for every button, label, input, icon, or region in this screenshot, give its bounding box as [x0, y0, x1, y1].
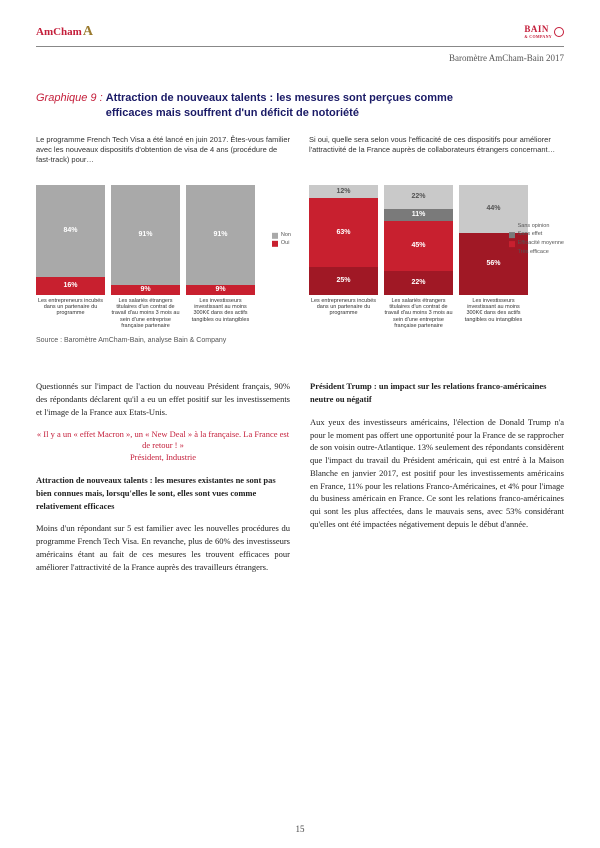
bar: 22%45%11%22% — [384, 185, 453, 295]
chart-left-bars: 16%84%9%91%9%91%NonOui — [36, 185, 291, 295]
bar-segment: 63% — [309, 198, 378, 267]
chart-number: Graphique 9 : — [36, 92, 106, 104]
bar-segment: 9% — [186, 285, 255, 295]
quote-text: « Il y a un « effet Macron », un « New D… — [36, 429, 290, 453]
legend-label: Sans effet — [518, 232, 543, 240]
chart-title: Graphique 9 : Attraction de nouveaux tal… — [36, 91, 564, 121]
legend-item: Oui — [272, 240, 291, 248]
chart-left-question: Le programme French Tech Visa a été lanc… — [36, 135, 291, 175]
page-header: AmChamA BAIN & COMPANY — [36, 24, 564, 44]
amcham-logo: AmChamA — [36, 24, 93, 40]
bar-label: Les salariés étrangers titulaires d'un c… — [111, 298, 180, 330]
legend-swatch — [272, 232, 278, 238]
bar-segment: 25% — [309, 267, 378, 295]
quote-attr: Président, Industrie — [36, 452, 290, 464]
chart-left: Le programme French Tech Visa a été lanc… — [36, 135, 291, 330]
chart-source: Source : Baromètre AmCham-Bain, analyse … — [36, 337, 564, 344]
bar-segment: 11% — [384, 209, 453, 221]
body-left-p2: Moins d'un répondant sur 5 est familier … — [36, 522, 290, 573]
legend-item: Très efficace — [509, 249, 564, 257]
amcham-icon: A — [83, 24, 93, 40]
header-rule — [36, 46, 564, 47]
bar-segment: 84% — [36, 185, 105, 277]
bar-segment: 16% — [36, 277, 105, 295]
legend-swatch — [509, 224, 515, 230]
legend-item: Sans effet — [509, 232, 564, 240]
legend-swatch — [509, 241, 515, 247]
bar-label: Les investisseurs investissant au moins … — [186, 298, 255, 330]
legend-item: Sans opinion — [509, 223, 564, 231]
bar-segment: 45% — [384, 221, 453, 271]
bain-text: BAIN — [524, 25, 552, 34]
doc-title: Baromètre AmCham-Bain 2017 — [36, 53, 564, 63]
legend-label: Sans opinion — [518, 223, 550, 231]
body-left-subhead: Attraction de nouveaux talents : les mes… — [36, 474, 290, 512]
chart-title-l1: Attraction de nouveaux talents : les mes… — [106, 92, 453, 104]
body-left-p1: Questionnés sur l'impact de l'action du … — [36, 380, 290, 418]
legend-item: Non — [272, 232, 291, 240]
chart-right-bars: 25%63%12%22%45%11%22%56%44%Sans opinionS… — [309, 185, 564, 295]
legend-label: Non — [281, 232, 291, 240]
bar-label: Les entrepreneurs incubés dans un parten… — [36, 298, 105, 330]
body-columns: Questionnés sur l'impact de l'action du … — [36, 380, 564, 583]
pull-quote: « Il y a un « effet Macron », un « New D… — [36, 429, 290, 465]
legend-item: Efficacité moyenne — [509, 240, 564, 248]
bain-sub: & COMPANY — [524, 34, 552, 39]
bar-label: Les salariés étrangers titulaires d'un c… — [384, 298, 453, 330]
bar-segment: 22% — [384, 271, 453, 295]
legend-label: Oui — [281, 240, 290, 248]
legend-swatch — [272, 241, 278, 247]
chart-right-question: Si oui, quelle sera selon vous l'efficac… — [309, 135, 564, 175]
page-number: 15 — [0, 824, 600, 834]
charts-container: Le programme French Tech Visa a été lanc… — [36, 135, 564, 330]
legend-label: Très efficace — [518, 249, 549, 257]
bar: 25%63%12% — [309, 185, 378, 295]
amcham-text: AmCham — [36, 26, 82, 38]
bar: 9%91% — [111, 185, 180, 295]
body-right: Président Trump : un impact sur les rela… — [310, 380, 564, 583]
bar-segment: 12% — [309, 185, 378, 198]
bar-segment: 22% — [384, 185, 453, 209]
legend-label: Efficacité moyenne — [518, 240, 564, 248]
chart-right: Si oui, quelle sera selon vous l'efficac… — [309, 135, 564, 330]
bain-logo: BAIN & COMPANY — [524, 25, 564, 39]
bar-label: Les investisseurs investissant au moins … — [459, 298, 528, 330]
bar: 9%91% — [186, 185, 255, 295]
chart-title-l2: efficaces mais souffrent d'un déficit de… — [106, 107, 359, 119]
body-left: Questionnés sur l'impact de l'action du … — [36, 380, 290, 583]
bar-segment: 91% — [186, 185, 255, 285]
bar-segment: 9% — [111, 285, 180, 295]
body-right-subhead: Président Trump : un impact sur les rela… — [310, 380, 564, 406]
bar-label: Les entrepreneurs incubés dans un parten… — [309, 298, 378, 330]
chart-right-legend: Sans opinionSans effetEfficacité moyenne… — [509, 222, 564, 258]
bar: 16%84% — [36, 185, 105, 295]
bar-segment: 91% — [111, 185, 180, 285]
chart-left-legend: NonOui — [272, 231, 291, 249]
legend-swatch — [509, 250, 515, 256]
bain-ring-icon — [554, 27, 564, 37]
body-right-p1: Aux yeux des investisseurs américains, l… — [310, 416, 564, 531]
legend-swatch — [509, 232, 515, 238]
